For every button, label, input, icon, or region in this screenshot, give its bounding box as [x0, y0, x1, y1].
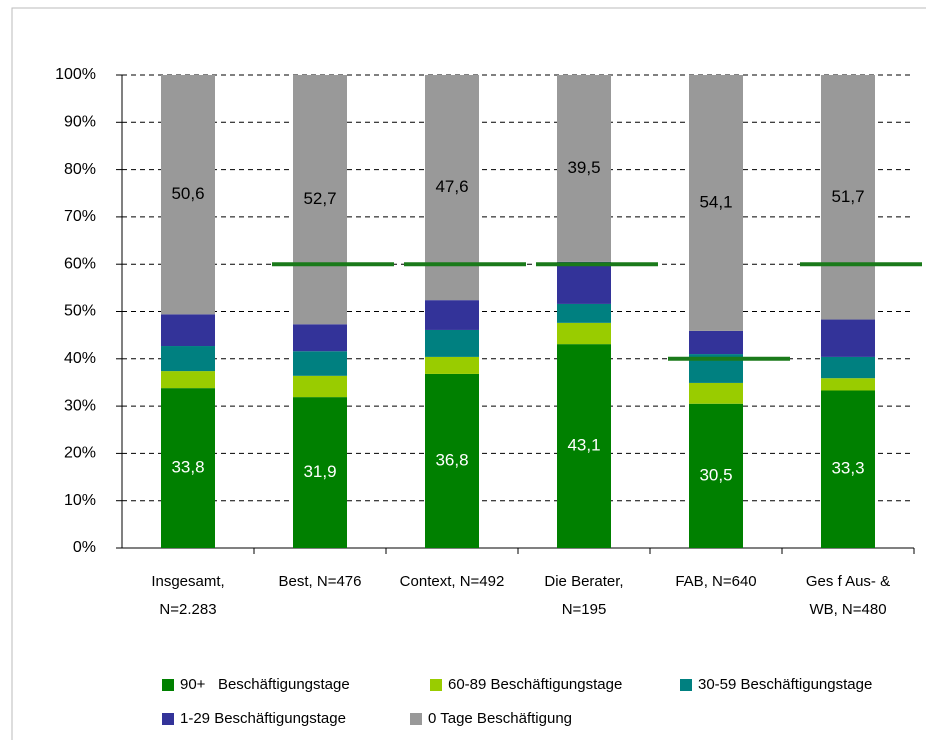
- bar-segment: [161, 346, 215, 372]
- bar-segment: [161, 388, 215, 548]
- x-tick-label: Insgesamt, N=2.283: [151, 573, 225, 618]
- bar-segment: [293, 375, 347, 398]
- bar-segment: [557, 303, 611, 323]
- legend-swatch: [410, 712, 422, 725]
- y-tick-label: 50%: [64, 303, 96, 320]
- bar-segment: [821, 378, 875, 391]
- bar-segment: [425, 329, 479, 357]
- data-label: 51,7: [831, 187, 864, 206]
- data-label: 54,1: [699, 192, 732, 211]
- bar-segment: [689, 403, 743, 548]
- data-label: 33,8: [171, 458, 204, 477]
- x-tick-label: FAB, N=640: [675, 573, 757, 590]
- legend-label: 1-29 Beschäftigungstage: [180, 710, 346, 727]
- bar-segment: [293, 351, 347, 376]
- legend-swatch: [162, 712, 174, 725]
- bar-segment: [557, 322, 611, 345]
- legend-swatch: [430, 678, 442, 691]
- y-tick-label: 10%: [64, 492, 96, 509]
- bar-segment: [293, 75, 347, 325]
- bar-segment: [557, 261, 611, 304]
- data-label: 47,6: [435, 177, 468, 196]
- bar-segment: [689, 330, 743, 355]
- bar-segment: [425, 356, 479, 374]
- data-label: 52,7: [303, 189, 336, 208]
- x-tick-label: Best, N=476: [278, 573, 362, 590]
- bar-segment: [425, 300, 479, 330]
- y-tick-label: 0%: [73, 539, 96, 556]
- data-label: 31,9: [303, 462, 336, 481]
- bar-segment: [293, 397, 347, 548]
- data-label: 36,8: [435, 450, 468, 469]
- y-tick-label: 90%: [64, 114, 96, 131]
- x-tick-label: Context, N=492: [399, 573, 505, 590]
- bar-segment: [689, 382, 743, 404]
- bar-segment: [161, 371, 215, 389]
- y-tick-label: 70%: [64, 208, 96, 225]
- legend-item: 60-89 Beschäftigungstage: [430, 676, 622, 693]
- y-tick-label: 40%: [64, 350, 96, 367]
- data-label: 39,5: [567, 158, 600, 177]
- x-tick-label: Ges f Aus- & WB, N=480: [805, 573, 891, 618]
- bar-segment: [689, 75, 743, 331]
- bar-segment: [821, 390, 875, 548]
- bar-segment: [161, 75, 215, 315]
- bar-segment: [293, 324, 347, 352]
- y-tick-label: 20%: [64, 445, 96, 462]
- legend-label: 30-59 Beschäftigungstage: [698, 676, 873, 693]
- x-tick-label: Die Berater, N=195: [544, 573, 624, 618]
- y-tick-label: 80%: [64, 161, 96, 178]
- data-label: 33,3: [831, 459, 864, 478]
- legend-swatch: [162, 678, 174, 691]
- legend-item: 1-29 Beschäftigungstage: [162, 710, 346, 727]
- data-label: 43,1: [567, 436, 600, 455]
- legend-label: 0 Tage Beschäftigung: [428, 710, 573, 727]
- legend-item: 0 Tage Beschäftigung: [410, 710, 572, 727]
- bar-segment: [821, 75, 875, 320]
- y-tick-label: 30%: [64, 397, 96, 414]
- legend-item: 30-59 Beschäftigungstage: [680, 676, 872, 693]
- legend-label: 90+ Beschäftigungstage: [180, 676, 350, 693]
- y-tick-label: 100%: [55, 66, 96, 83]
- bar-segment: [425, 373, 479, 548]
- bar-segment: [161, 314, 215, 347]
- legend-label: 60-89 Beschäftigungstage: [448, 676, 623, 693]
- bar-segment: [557, 75, 611, 262]
- bar-segment: [821, 356, 875, 379]
- legend-item: 90+ Beschäftigungstage: [162, 676, 350, 693]
- y-tick-label: 60%: [64, 255, 96, 272]
- data-label: 50,6: [171, 184, 204, 203]
- bar-segment: [557, 344, 611, 548]
- bar-segment: [821, 319, 875, 357]
- data-label: 30,5: [699, 465, 732, 484]
- legend-swatch: [680, 678, 692, 691]
- frame: [11, 7, 926, 740]
